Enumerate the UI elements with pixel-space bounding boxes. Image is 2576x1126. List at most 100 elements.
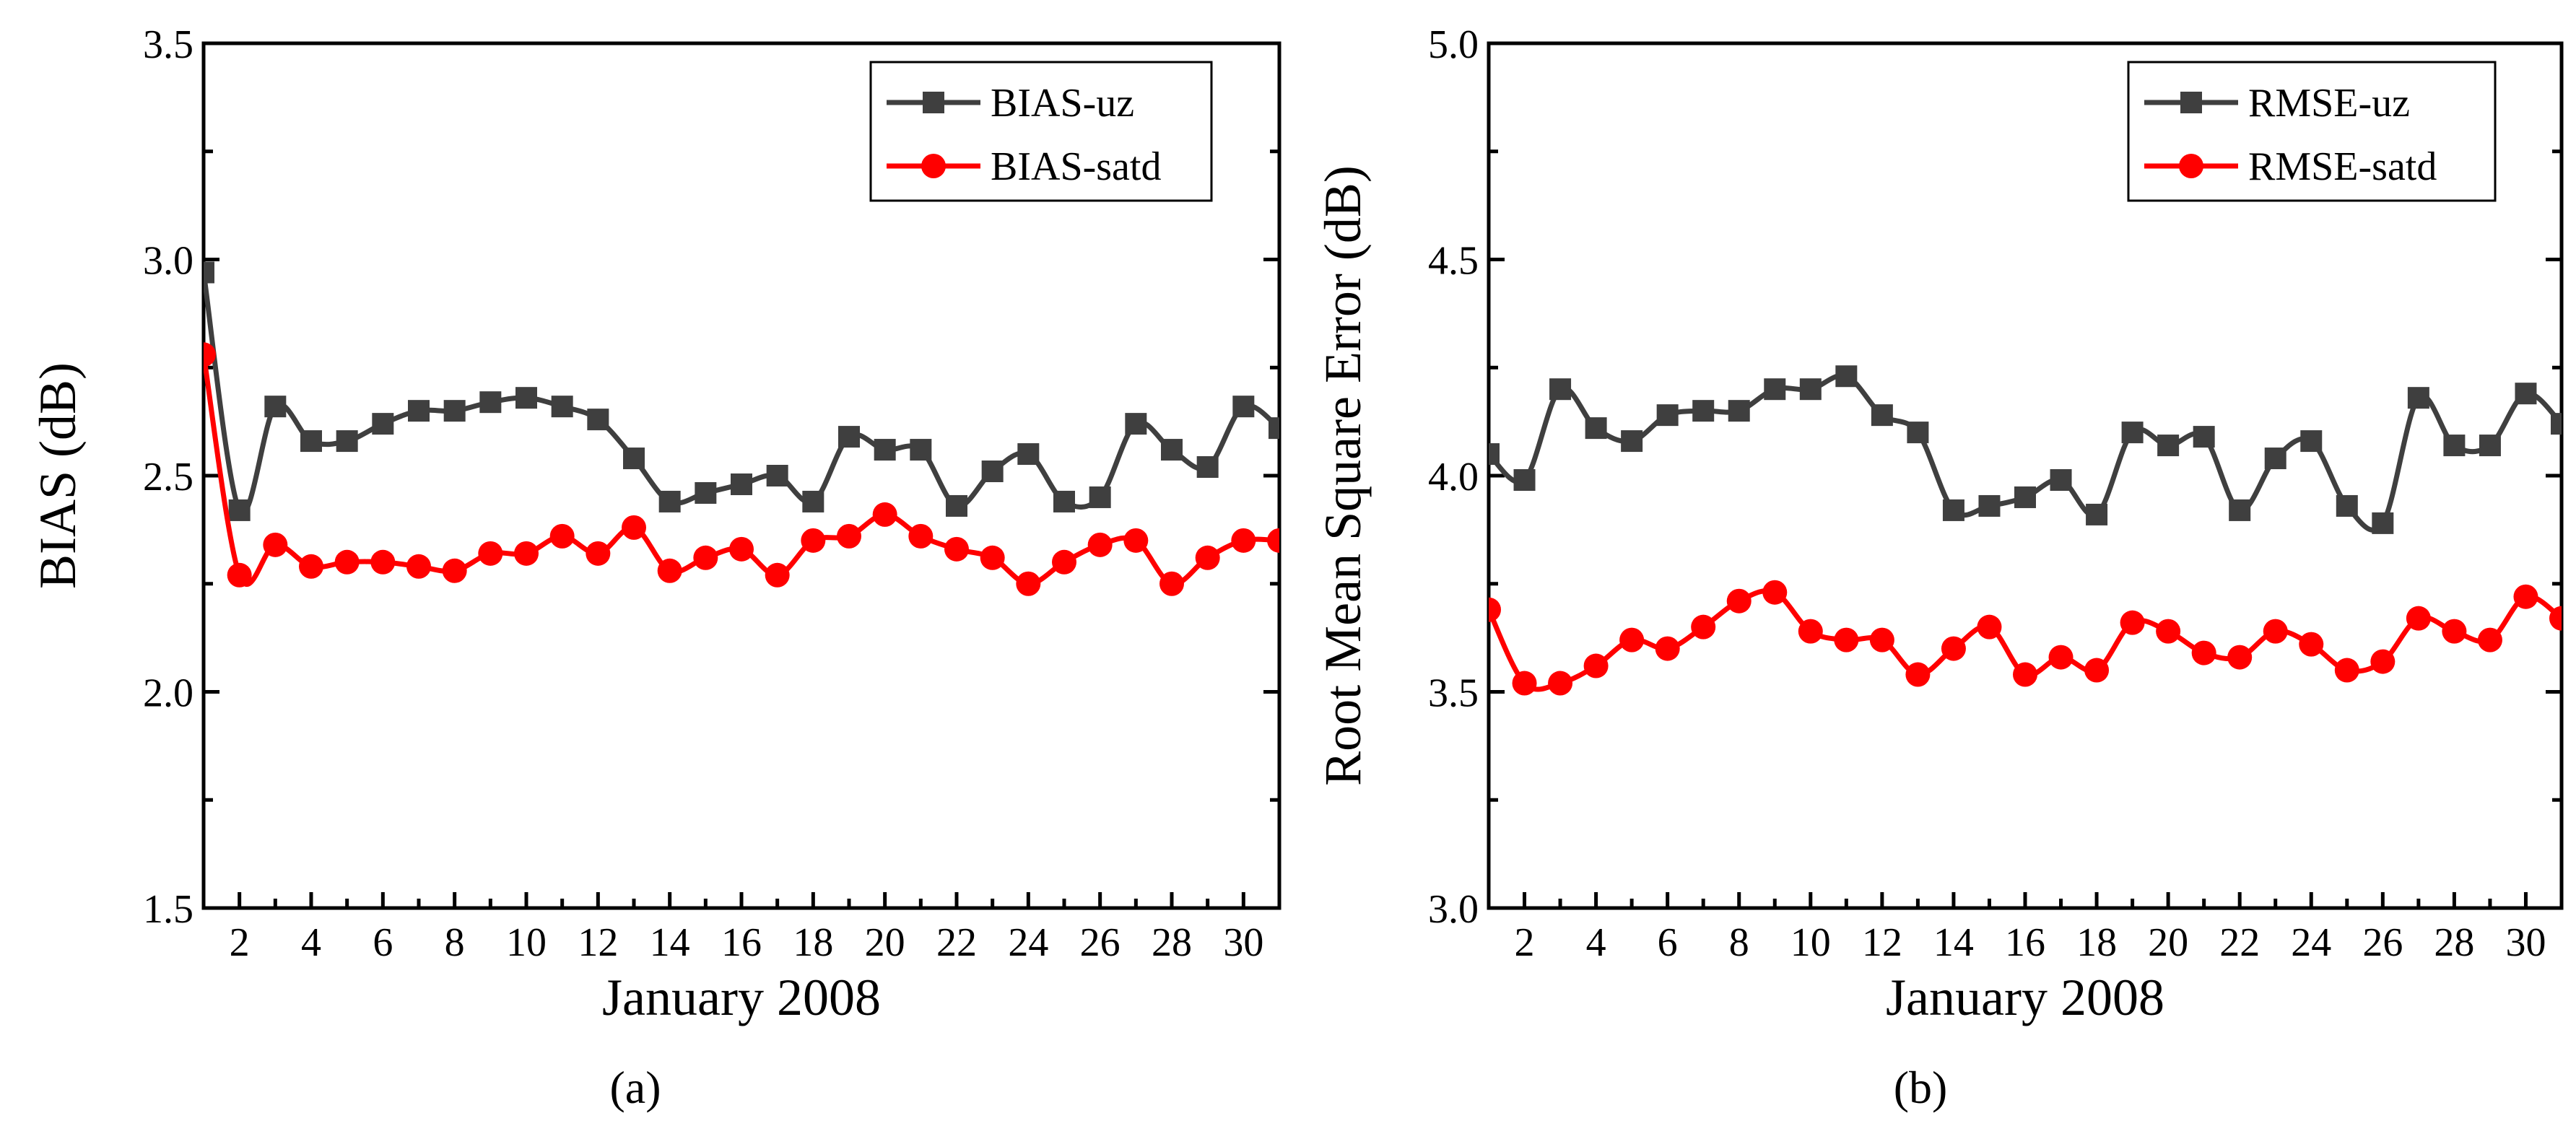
data-point <box>1726 588 1752 614</box>
x-tick-label: 26 <box>2362 920 2403 965</box>
data-point <box>2300 430 2323 453</box>
data-point <box>622 515 646 540</box>
x-tick-label: 4 <box>301 920 321 965</box>
legend-label: BIAS-satd <box>991 144 1161 189</box>
data-point <box>2050 468 2072 491</box>
x-tick-label: 2 <box>230 920 250 965</box>
data-point <box>1125 413 1147 435</box>
data-point <box>1728 400 1750 422</box>
data-point <box>1905 662 1931 687</box>
x-axis-title: January 2008 <box>602 969 881 1026</box>
data-point <box>729 536 754 562</box>
x-tick-label: 30 <box>1223 920 1263 965</box>
data-point <box>370 549 396 575</box>
x-tick-label: 18 <box>793 920 833 965</box>
legend: RMSE-uz RMSE-satd <box>2127 61 2497 202</box>
y-tick-label: 2.5 <box>143 455 193 499</box>
data-point <box>2084 658 2110 683</box>
data-point <box>2551 413 2562 435</box>
data-point <box>372 413 394 435</box>
data-point <box>1871 404 1893 427</box>
legend-marker <box>2179 154 2203 178</box>
data-point <box>766 465 788 486</box>
data-point <box>1196 456 1219 479</box>
y-tick-label: 5.0 <box>1428 22 1479 67</box>
data-point <box>2229 499 2251 521</box>
data-point <box>2048 645 2074 670</box>
legend-marker <box>923 92 944 113</box>
data-point <box>2299 632 2324 657</box>
data-point <box>1798 619 1823 644</box>
y-tick-label: 4.5 <box>1428 239 1479 284</box>
data-point <box>1549 378 1572 401</box>
data-point <box>874 439 896 461</box>
y-axis-title: Root Mean Square Error (dB) <box>1314 165 1372 786</box>
panel-label: (b) <box>1894 1062 1948 1113</box>
data-point <box>1267 528 1279 553</box>
data-point <box>264 396 287 418</box>
data-point <box>1585 417 1607 440</box>
x-tick-label: 24 <box>1008 920 1048 965</box>
data-point <box>1512 671 1537 696</box>
data-point <box>1655 636 1680 661</box>
y-tick-label: 4.0 <box>1428 455 1479 499</box>
x-tick-label: 16 <box>721 920 762 965</box>
data-point <box>2191 640 2216 665</box>
data-point <box>1762 580 1788 605</box>
x-tick-label: 26 <box>1080 920 1121 965</box>
data-point <box>1656 404 1679 427</box>
data-point <box>2264 448 2286 470</box>
x-tick-label: 2 <box>1515 920 1535 965</box>
data-point <box>1692 400 1715 422</box>
data-point <box>2121 422 2144 444</box>
data-point <box>334 549 360 575</box>
data-point <box>1269 417 1279 440</box>
data-point <box>623 448 645 470</box>
data-point <box>838 426 860 448</box>
x-axis-title: January 2008 <box>1886 969 2164 1026</box>
x-tick-label: 8 <box>1729 920 1749 965</box>
data-point <box>1017 443 1040 466</box>
data-point <box>1195 545 1220 570</box>
data-point <box>1583 653 1609 678</box>
data-point <box>1548 671 1573 696</box>
x-tick-label: 8 <box>445 920 465 965</box>
y-tick-label: 3.0 <box>1428 887 1479 932</box>
data-point <box>443 400 466 422</box>
data-point <box>765 562 790 588</box>
data-point <box>2227 645 2253 670</box>
y-tick-label: 3.0 <box>143 239 193 284</box>
data-point <box>1087 532 1113 557</box>
y-axis-title: BIAS (dB) <box>29 362 87 589</box>
data-point <box>479 391 502 414</box>
data-point <box>1619 627 1645 653</box>
x-tick-label: 6 <box>373 920 393 965</box>
data-point <box>1159 571 1184 596</box>
x-tick-label: 14 <box>650 920 690 965</box>
data-point <box>2157 435 2180 457</box>
data-point <box>1513 468 1536 491</box>
y-tick-label: 3.5 <box>143 22 193 67</box>
data-point <box>1123 528 1149 553</box>
data-point <box>1016 571 1041 596</box>
data-point <box>1089 486 1111 508</box>
data-point <box>587 409 609 431</box>
x-tick-label: 20 <box>2148 920 2188 965</box>
data-point <box>1489 597 1501 622</box>
data-point <box>408 400 430 422</box>
data-point <box>1907 422 1929 444</box>
data-point <box>300 430 322 453</box>
data-point <box>1231 528 1256 553</box>
data-point <box>980 545 1005 570</box>
data-point <box>1834 627 1859 653</box>
legend: BIAS-uz BIAS-satd <box>869 61 1213 202</box>
data-point <box>1835 365 1858 388</box>
legend-box <box>869 61 1213 202</box>
data-point <box>515 387 537 409</box>
x-tick-label: 22 <box>2219 920 2260 965</box>
data-point <box>2014 486 2036 508</box>
y-tick-label: 2.0 <box>143 671 193 716</box>
data-point <box>1053 490 1075 512</box>
data-point <box>2193 426 2215 448</box>
